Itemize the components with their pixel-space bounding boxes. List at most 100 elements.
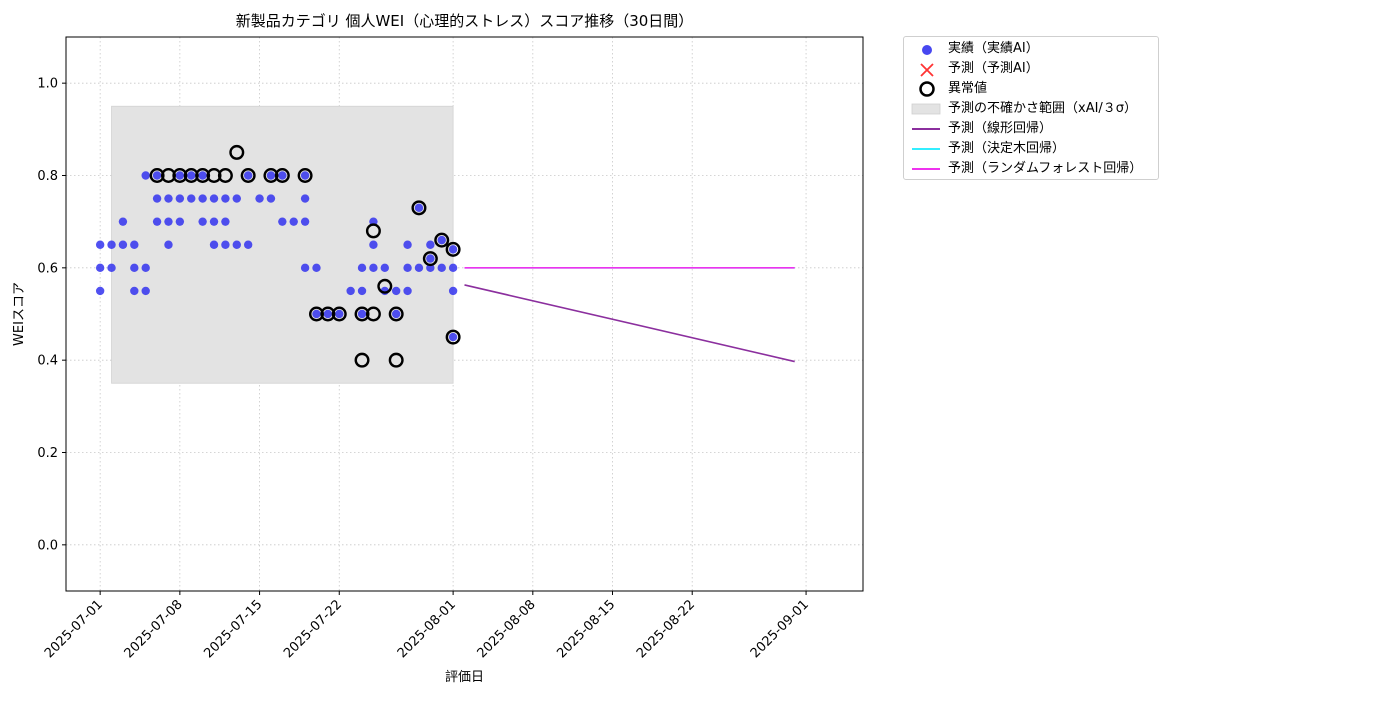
actual-point (152, 171, 162, 180)
anomaly-ring (206, 167, 222, 183)
actual-point (357, 309, 367, 319)
actual-point (346, 286, 355, 296)
anomaly-ring (354, 306, 370, 322)
actual-point (391, 286, 401, 296)
legend-label: 予測（決定木回帰） (948, 141, 1066, 156)
actual-point (278, 171, 287, 180)
actual-point (130, 286, 139, 296)
anomaly-ring (240, 167, 256, 183)
actual-point (141, 263, 150, 273)
actual-point (164, 240, 173, 249)
actual-point (437, 263, 446, 273)
actual-point (243, 240, 253, 249)
anomaly-ring (149, 167, 165, 183)
actual-point (107, 240, 116, 249)
anomaly-ring (217, 167, 233, 183)
actual-point (300, 263, 310, 273)
actual-point (187, 194, 196, 203)
actual-point (448, 286, 458, 296)
actual-point (175, 171, 185, 180)
x-tick-label: 2025-08-22 (634, 597, 698, 661)
actual-point (221, 194, 230, 203)
legend-label: 予測（予測AI） (948, 61, 1039, 76)
anomaly-ring (263, 167, 279, 183)
y-tick-label: 0.6 (37, 261, 58, 276)
actual-point (312, 309, 321, 319)
actual-point (118, 217, 128, 226)
anomaly-ring (354, 352, 370, 368)
x-tick-label: 2025-07-15 (201, 597, 265, 661)
actual-point (209, 217, 219, 226)
actual-point (141, 286, 150, 296)
chart-title: 新製品カテゴリ 個人WEI（心理的ストレス）スコア推移（30日間） (236, 12, 694, 30)
actual-point (426, 240, 435, 249)
uncertainty-band (111, 105, 454, 384)
x-tick-label: 2025-07-22 (281, 597, 345, 661)
anomaly-ring (331, 306, 347, 322)
anomaly-ring (434, 232, 450, 248)
actual-point (300, 194, 310, 203)
anomaly-ring (388, 352, 404, 368)
anomaly-ring (172, 167, 188, 183)
legend-marker-x-icon (920, 63, 934, 77)
anomaly-ring (320, 306, 336, 322)
actual-point (380, 263, 389, 273)
anomaly-ring (160, 167, 176, 183)
legend-line-icon (912, 168, 940, 170)
actual-point (130, 240, 139, 249)
anomaly-ring (422, 251, 438, 267)
anomaly-ring-layer (149, 144, 461, 368)
actual-point (266, 194, 276, 203)
actual-point (175, 194, 185, 203)
actual-point (335, 309, 344, 319)
anomaly-ring (445, 241, 461, 257)
actual-point (289, 217, 298, 226)
legend-label: 異常値 (948, 81, 988, 96)
actual-point (152, 217, 162, 226)
y-tick-label: 0.8 (37, 169, 58, 184)
actual-point (357, 286, 367, 296)
anomaly-ring (411, 200, 427, 216)
actual-point (414, 263, 424, 273)
legend-item-uncertainty: 予測の不確かさ範囲（xAI/３σ） (904, 99, 1158, 119)
actual-point (403, 286, 412, 296)
actual-point (152, 194, 162, 203)
actual-point (391, 309, 401, 319)
actual-point (426, 254, 435, 263)
anomaly-ring (445, 329, 461, 345)
actual-point (198, 171, 207, 180)
actual-point (187, 171, 196, 180)
anomaly-ring (229, 144, 245, 160)
actual-point (300, 171, 310, 180)
actual-point (403, 263, 412, 273)
x-tick-label: 2025-07-08 (122, 597, 186, 661)
actual-point (164, 194, 173, 203)
legend-item-tree: 予測（決定木回帰） (904, 139, 1158, 159)
anomaly-ring (365, 306, 381, 322)
x-tick-label: 2025-08-15 (554, 597, 618, 661)
actual-point (130, 263, 139, 273)
anomaly-ring (308, 306, 324, 322)
x-tick-label: 2025-07-01 (42, 597, 106, 661)
legend-marker-ring-icon (919, 81, 935, 97)
legend-item-forecast-ai: 予測（予測AI） (904, 59, 1158, 79)
actual-point (107, 263, 116, 273)
legend-label: 予測（ランダムフォレスト回帰） (948, 161, 1143, 176)
y-tick-label: 0.0 (37, 538, 58, 553)
legend-label: 予測の不確かさ範囲（xAI/３σ） (948, 101, 1138, 116)
legend-label: 実績（実績AI） (948, 41, 1039, 56)
actual-point (95, 286, 105, 296)
x-tick-label: 2025-08-08 (475, 597, 539, 661)
legend-patch-icon (911, 103, 941, 115)
legend-item-actual: 実績（実績AI） (904, 39, 1158, 59)
actual-point (232, 240, 241, 249)
actual-point (95, 263, 105, 273)
anomaly-ring (297, 167, 313, 183)
actual-point (95, 240, 105, 249)
actual-point (118, 240, 128, 249)
actual-point (221, 240, 230, 249)
actual-point (243, 171, 253, 180)
actual-point (300, 217, 310, 226)
